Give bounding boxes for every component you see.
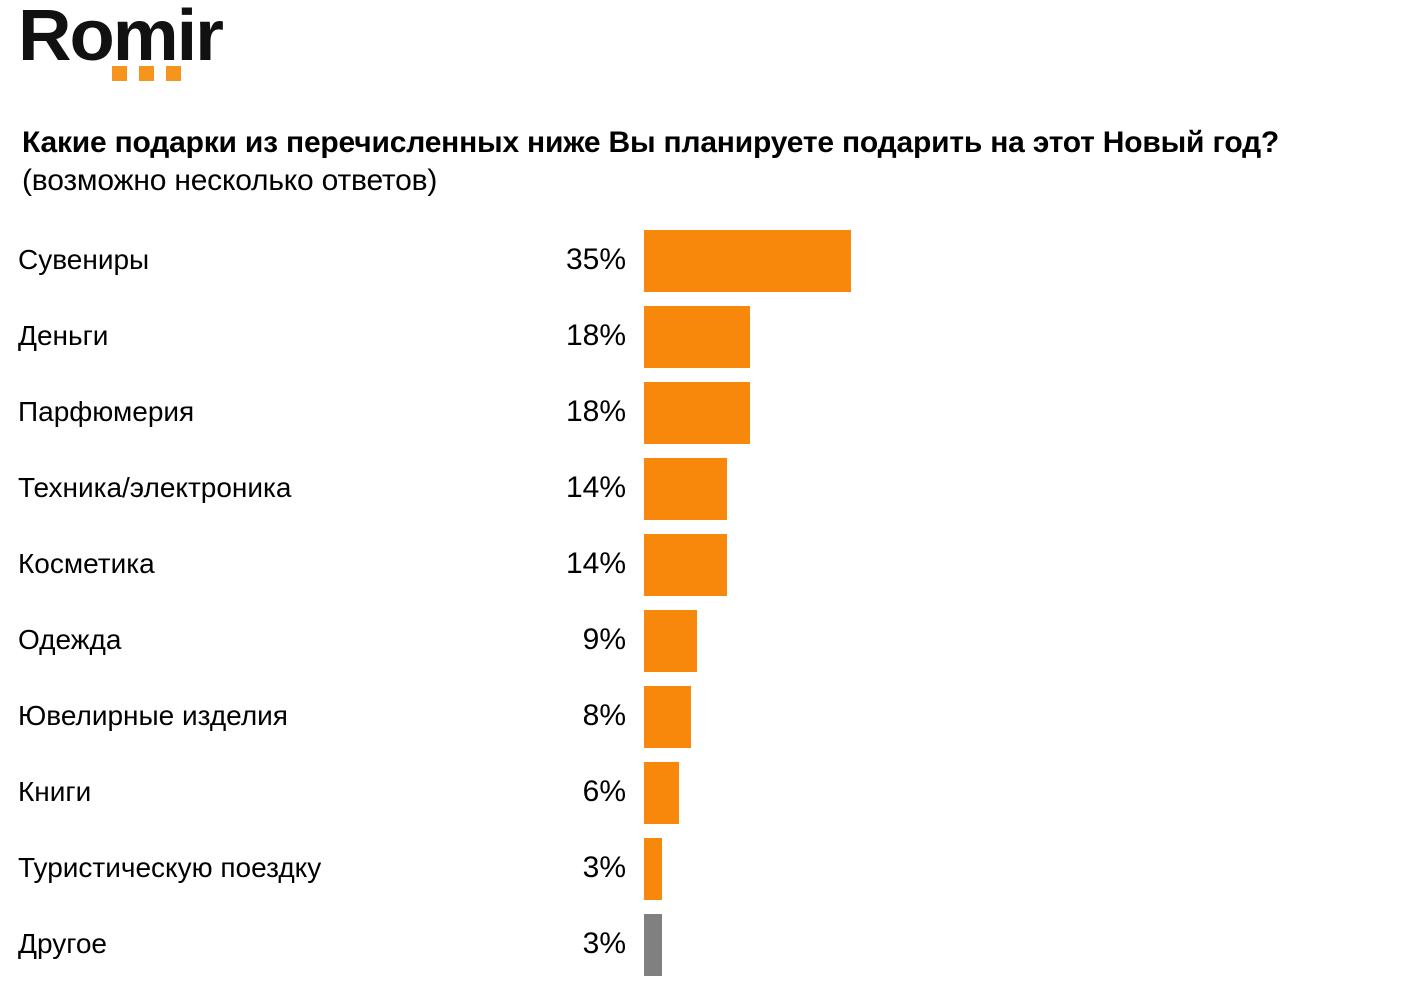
bar-track (644, 610, 1384, 672)
logo-wordmark: Romir (18, 0, 224, 76)
bar-row: Ювелирные изделия 8% (0, 678, 1415, 754)
bar-track (644, 230, 1384, 292)
bar-value-label: 35% (565, 243, 626, 276)
bar-category-label: Парфюмерия (18, 396, 195, 427)
bar-fill (644, 762, 680, 824)
bar-track (644, 914, 1384, 976)
bar-fill (644, 382, 751, 444)
bar-value-label: 18% (565, 395, 626, 428)
bar-category-label: Сувениры (18, 244, 150, 275)
bar-category-label: Книги (18, 776, 92, 807)
bar-row: Туристическую поездку 3% (0, 830, 1415, 906)
bar-row: Деньги 18% (0, 298, 1415, 374)
bar-row: Сувениры 35% (0, 222, 1415, 298)
logo-dots (112, 66, 181, 81)
logo-dot-icon (112, 66, 127, 81)
bar-track (644, 762, 1384, 824)
bar-category-label: Косметика (18, 548, 155, 579)
bar-chart: Сувениры 35% Деньги 18% Парфюмерия 18% Техника… (0, 222, 1415, 993)
bar-category-label: Деньги (18, 320, 109, 351)
bar-fill (644, 610, 698, 672)
page-title: Какие подарки из перечисленных ниже Вы п… (22, 124, 1352, 200)
bar-category-label: Туристическую поездку (18, 852, 322, 883)
bar-track (644, 458, 1384, 520)
bar-value-label: 3% (582, 851, 626, 884)
bar-fill (644, 306, 751, 368)
bar-fill (644, 458, 727, 520)
logo-dot-icon (166, 66, 181, 81)
bar-value-label: 3% (582, 927, 626, 960)
bar-fill (644, 230, 851, 292)
bar-category-label: Техника/электроника (18, 472, 292, 503)
bar-category-label: Другое (18, 928, 107, 959)
bar-row: Одежда 9% (0, 602, 1415, 678)
bar-value-label: 9% (582, 623, 626, 656)
bar-row: Косметика 14% (0, 526, 1415, 602)
logo-dot-icon (139, 66, 154, 81)
bar-value-label: 8% (582, 699, 626, 732)
page-title-sub: (возможно несколько ответов) (22, 164, 438, 197)
bar-value-label: 6% (582, 775, 626, 808)
bar-row: Другое 3% (0, 906, 1415, 982)
bar-row: Техника/электроника 14% (0, 450, 1415, 526)
bar-fill (644, 534, 727, 596)
bar-row: Парфюмерия 18% (0, 374, 1415, 450)
bar-category-label: Одежда (18, 624, 122, 655)
bar-fill (644, 838, 662, 900)
bar-value-label: 18% (565, 319, 626, 352)
bar-track (644, 306, 1384, 368)
bar-fill (644, 914, 662, 976)
bar-fill (644, 686, 692, 748)
page-title-main: Какие подарки из перечисленных ниже Вы п… (22, 126, 1280, 159)
bar-track (644, 382, 1384, 444)
bar-value-label: 14% (565, 547, 626, 580)
bar-track (644, 534, 1384, 596)
romir-logo: Romir (18, 0, 278, 94)
bar-track (644, 838, 1384, 900)
bar-value-label: 14% (565, 471, 626, 504)
bar-row: Книги 6% (0, 754, 1415, 830)
bar-track (644, 686, 1384, 748)
bar-category-label: Ювелирные изделия (18, 700, 288, 731)
